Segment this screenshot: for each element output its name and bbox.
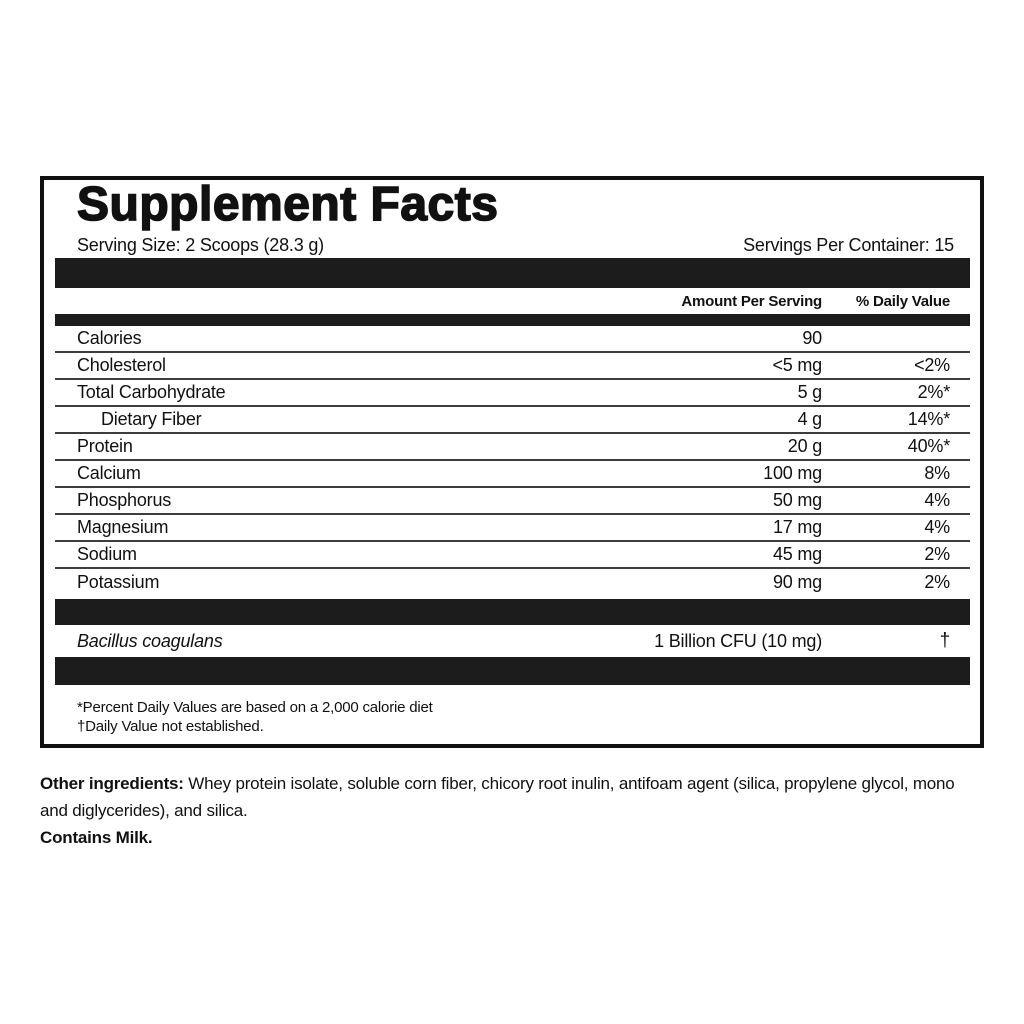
footnote-daily-values: *Percent Daily Values are based on a 2,0… (77, 699, 433, 716)
nutrient-amount: 100 mg (763, 463, 822, 483)
probiotic-daily-value-dagger: † (939, 630, 951, 651)
nutrient-amount: <5 mg (772, 355, 822, 375)
contains-milk-text: Contains Milk. (40, 828, 153, 847)
nutrient-daily-value: 40%* (907, 436, 950, 456)
nutrient-row: Phosphorus 50 mg 4% (55, 488, 970, 515)
nutrient-daily-value: 4% (924, 490, 950, 510)
separator-bar-probiotic-bottom (55, 657, 970, 685)
nutrient-name: Cholesterol (77, 355, 166, 375)
nutrient-row: Cholesterol <5 mg <2% (55, 353, 970, 380)
serving-size-text: Serving Size: 2 Scoops (28.3 g) (77, 235, 324, 255)
nutrient-amount: 90 mg (772, 572, 822, 592)
nutrient-name: Total Carbohydrate (77, 382, 226, 402)
nutrient-name: Potassium (77, 572, 160, 592)
nutrient-daily-value: 2% (924, 544, 950, 564)
nutrient-row: Total Carbohydrate 5 g 2%* (55, 380, 970, 407)
supplement-facts-panel: Supplement Facts Serving Size: 2 Scoops … (40, 176, 984, 748)
other-ingredients-section: Other ingredients: Whey protein isolate,… (40, 770, 986, 851)
nutrient-name: Phosphorus (77, 490, 172, 510)
nutrient-name: Dietary Fiber (101, 409, 202, 429)
amount-per-serving-header: Amount Per Serving (681, 292, 822, 310)
probiotic-amount: 1 Billion CFU (10 mg) (654, 630, 822, 651)
nutrient-row: Calories 90 (55, 326, 970, 353)
separator-bar-top (55, 258, 970, 288)
nutrient-name: Protein (77, 436, 133, 456)
other-ingredients-label: Other ingredients: (40, 774, 184, 793)
nutrient-name: Sodium (77, 544, 137, 564)
probiotic-row: Bacillus coagulans 1 Billion CFU (10 mg)… (55, 625, 970, 657)
nutrient-amount: 17 mg (772, 517, 822, 537)
nutrient-row: Dietary Fiber 4 g 14%* (55, 407, 970, 434)
nutrient-name: Magnesium (77, 517, 169, 537)
nutrient-amount: 50 mg (772, 490, 822, 510)
nutrient-daily-value: 14%* (907, 409, 950, 429)
nutrient-amount: 20 g (787, 436, 822, 456)
panel-title: Supplement Facts (76, 178, 499, 231)
daily-value-header: % Daily Value (855, 292, 950, 310)
servings-per-container-text: Servings Per Container: 15 (743, 235, 954, 255)
separator-bar-probiotic-top (55, 599, 970, 625)
nutrient-amount: 90 (802, 328, 822, 348)
other-ingredients-paragraph: Other ingredients: Whey protein isolate,… (40, 770, 986, 824)
nutrient-row: Protein 20 g 40%* (55, 434, 970, 461)
nutrient-daily-value: 2%* (917, 382, 951, 402)
nutrient-name: Calcium (77, 463, 141, 483)
serving-info-row: Serving Size: 2 Scoops (28.3 g) Servings… (77, 234, 954, 256)
nutrient-table: Calories 90 Cholesterol <5 mg <2% Total … (55, 326, 970, 596)
probiotic-name: Bacillus coagulans (77, 630, 223, 651)
nutrient-amount: 45 mg (772, 544, 822, 564)
footnotes: *Percent Daily Values are based on a 2,0… (77, 698, 954, 736)
nutrient-daily-value: 2% (924, 572, 950, 592)
footnote-dv-not-established: †Daily Value not established. (77, 718, 264, 735)
nutrient-daily-value: <2% (914, 355, 950, 375)
column-header-row: Amount Per Serving % Daily Value (55, 288, 970, 314)
nutrient-row: Sodium 45 mg 2% (55, 542, 970, 569)
nutrient-row: Calcium 100 mg 8% (55, 461, 970, 488)
nutrient-amount: 5 g (797, 382, 823, 402)
nutrient-name: Calories (77, 328, 142, 348)
separator-bar-header (55, 314, 970, 326)
other-ingredients-text: Whey protein isolate, soluble corn fiber… (40, 774, 955, 820)
nutrient-daily-value: 4% (924, 517, 950, 537)
nutrient-row: Magnesium 17 mg 4% (55, 515, 970, 542)
nutrient-amount: 4 g (797, 409, 823, 429)
nutrient-daily-value: 8% (924, 463, 950, 483)
nutrient-row: Potassium 90 mg 2% (55, 569, 970, 596)
